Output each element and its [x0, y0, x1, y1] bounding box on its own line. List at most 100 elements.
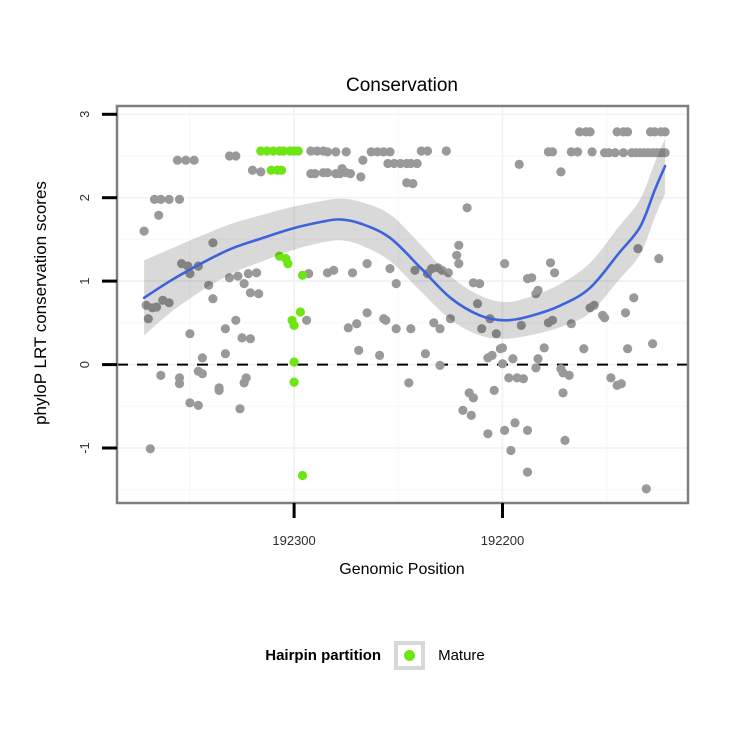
data-point-other — [531, 289, 541, 299]
confidence-ribbon — [144, 138, 666, 339]
y-tick-label: 1 — [77, 277, 92, 284]
data-point-other — [164, 298, 174, 308]
data-point-other — [472, 299, 483, 309]
data-point-other — [458, 405, 468, 415]
data-point-other — [518, 374, 529, 384]
panel-border-rect — [115, 104, 690, 505]
x-tick-label: 192200 — [481, 533, 524, 548]
y-tick-label: -1 — [77, 442, 92, 454]
data-point-other — [623, 127, 633, 137]
data-point-other — [245, 334, 255, 344]
data-point-other — [247, 165, 258, 175]
data-point-other — [648, 339, 658, 349]
data-point-other — [156, 370, 166, 380]
data-point-other — [185, 398, 195, 408]
x-axis-label: Genomic Position — [339, 561, 464, 578]
data-point-other — [545, 258, 556, 268]
data-point-other — [522, 467, 533, 477]
data-point-other — [445, 314, 455, 324]
data-point-other — [506, 445, 516, 456]
data-point-other — [347, 268, 358, 278]
data-point-other — [197, 369, 207, 379]
data-point-other — [527, 273, 537, 283]
data-point-other — [404, 378, 414, 388]
data-point-other — [477, 324, 487, 334]
data-point-other — [606, 373, 616, 383]
data-point-other — [366, 147, 376, 157]
data-point-other — [620, 308, 631, 318]
data-point-other — [575, 127, 585, 137]
data-point-other — [531, 363, 541, 373]
data-point-other — [547, 315, 558, 325]
data-point-other — [391, 279, 401, 289]
y-axis-label: phyloP LRT conservation scores — [31, 181, 50, 425]
data-point-other — [491, 329, 501, 339]
data-point-other — [462, 203, 472, 213]
data-point-other — [654, 254, 664, 264]
data-point-mature — [277, 165, 287, 175]
data-point-other — [564, 370, 574, 380]
data-point-other — [556, 167, 566, 177]
conservation-points-mature — [256, 146, 308, 481]
data-point-other — [550, 268, 560, 278]
y-tick-label: 3 — [77, 111, 92, 118]
data-point-other — [356, 172, 366, 182]
data-point-other — [539, 343, 549, 353]
data-point-mature — [283, 259, 293, 269]
data-point-other — [500, 425, 510, 435]
legend: Hairpin partition Mature — [0, 641, 750, 670]
panel-border — [115, 104, 690, 505]
data-point-other — [435, 360, 445, 370]
data-point-other — [193, 400, 203, 410]
loess-line — [142, 164, 667, 322]
data-point-other — [189, 155, 199, 165]
data-point-other — [381, 315, 391, 325]
data-point-other — [497, 343, 508, 353]
data-point-mature — [262, 146, 272, 156]
data-point-other — [429, 318, 439, 328]
data-point-other — [379, 147, 389, 157]
data-point-other — [185, 329, 195, 339]
data-point-other — [343, 323, 353, 333]
data-point-other — [410, 265, 420, 275]
data-point-other — [629, 293, 639, 303]
data-point-other — [231, 315, 241, 325]
data-point-other — [566, 319, 576, 329]
data-point-other — [254, 289, 264, 299]
legend-title: Hairpin partition — [265, 647, 382, 664]
data-point-other — [443, 268, 453, 278]
data-point-other — [208, 294, 218, 304]
data-point-other — [362, 308, 372, 318]
data-point-other — [558, 388, 568, 398]
data-point-other — [504, 373, 514, 383]
data-point-other — [231, 151, 241, 161]
data-point-other — [345, 169, 355, 179]
data-point-other — [497, 359, 508, 369]
data-point-other — [616, 379, 626, 389]
data-point-other — [172, 155, 182, 165]
data-point-other — [385, 147, 395, 157]
data-point-other — [237, 333, 247, 343]
data-point-other — [354, 345, 364, 355]
data-point-other — [641, 484, 651, 494]
data-point-other — [533, 354, 543, 364]
data-point-other — [164, 194, 174, 204]
data-point-other — [245, 288, 255, 298]
data-point-other — [197, 353, 207, 363]
data-point-other — [358, 155, 368, 165]
data-point-other — [143, 314, 153, 324]
data-point-mature — [295, 307, 305, 317]
data-point-mature — [266, 165, 276, 175]
data-point-other — [604, 148, 614, 158]
data-point-other — [322, 168, 333, 178]
data-point-other — [156, 194, 166, 204]
data-point-other — [341, 147, 351, 157]
data-point-other — [235, 404, 245, 414]
data-point-other — [174, 194, 185, 204]
data-point-other — [412, 158, 422, 169]
data-point-mature — [297, 270, 308, 280]
data-point-other — [618, 148, 629, 158]
axis-tick-marks — [102, 112, 504, 518]
plot-title: Conservation — [346, 75, 458, 96]
